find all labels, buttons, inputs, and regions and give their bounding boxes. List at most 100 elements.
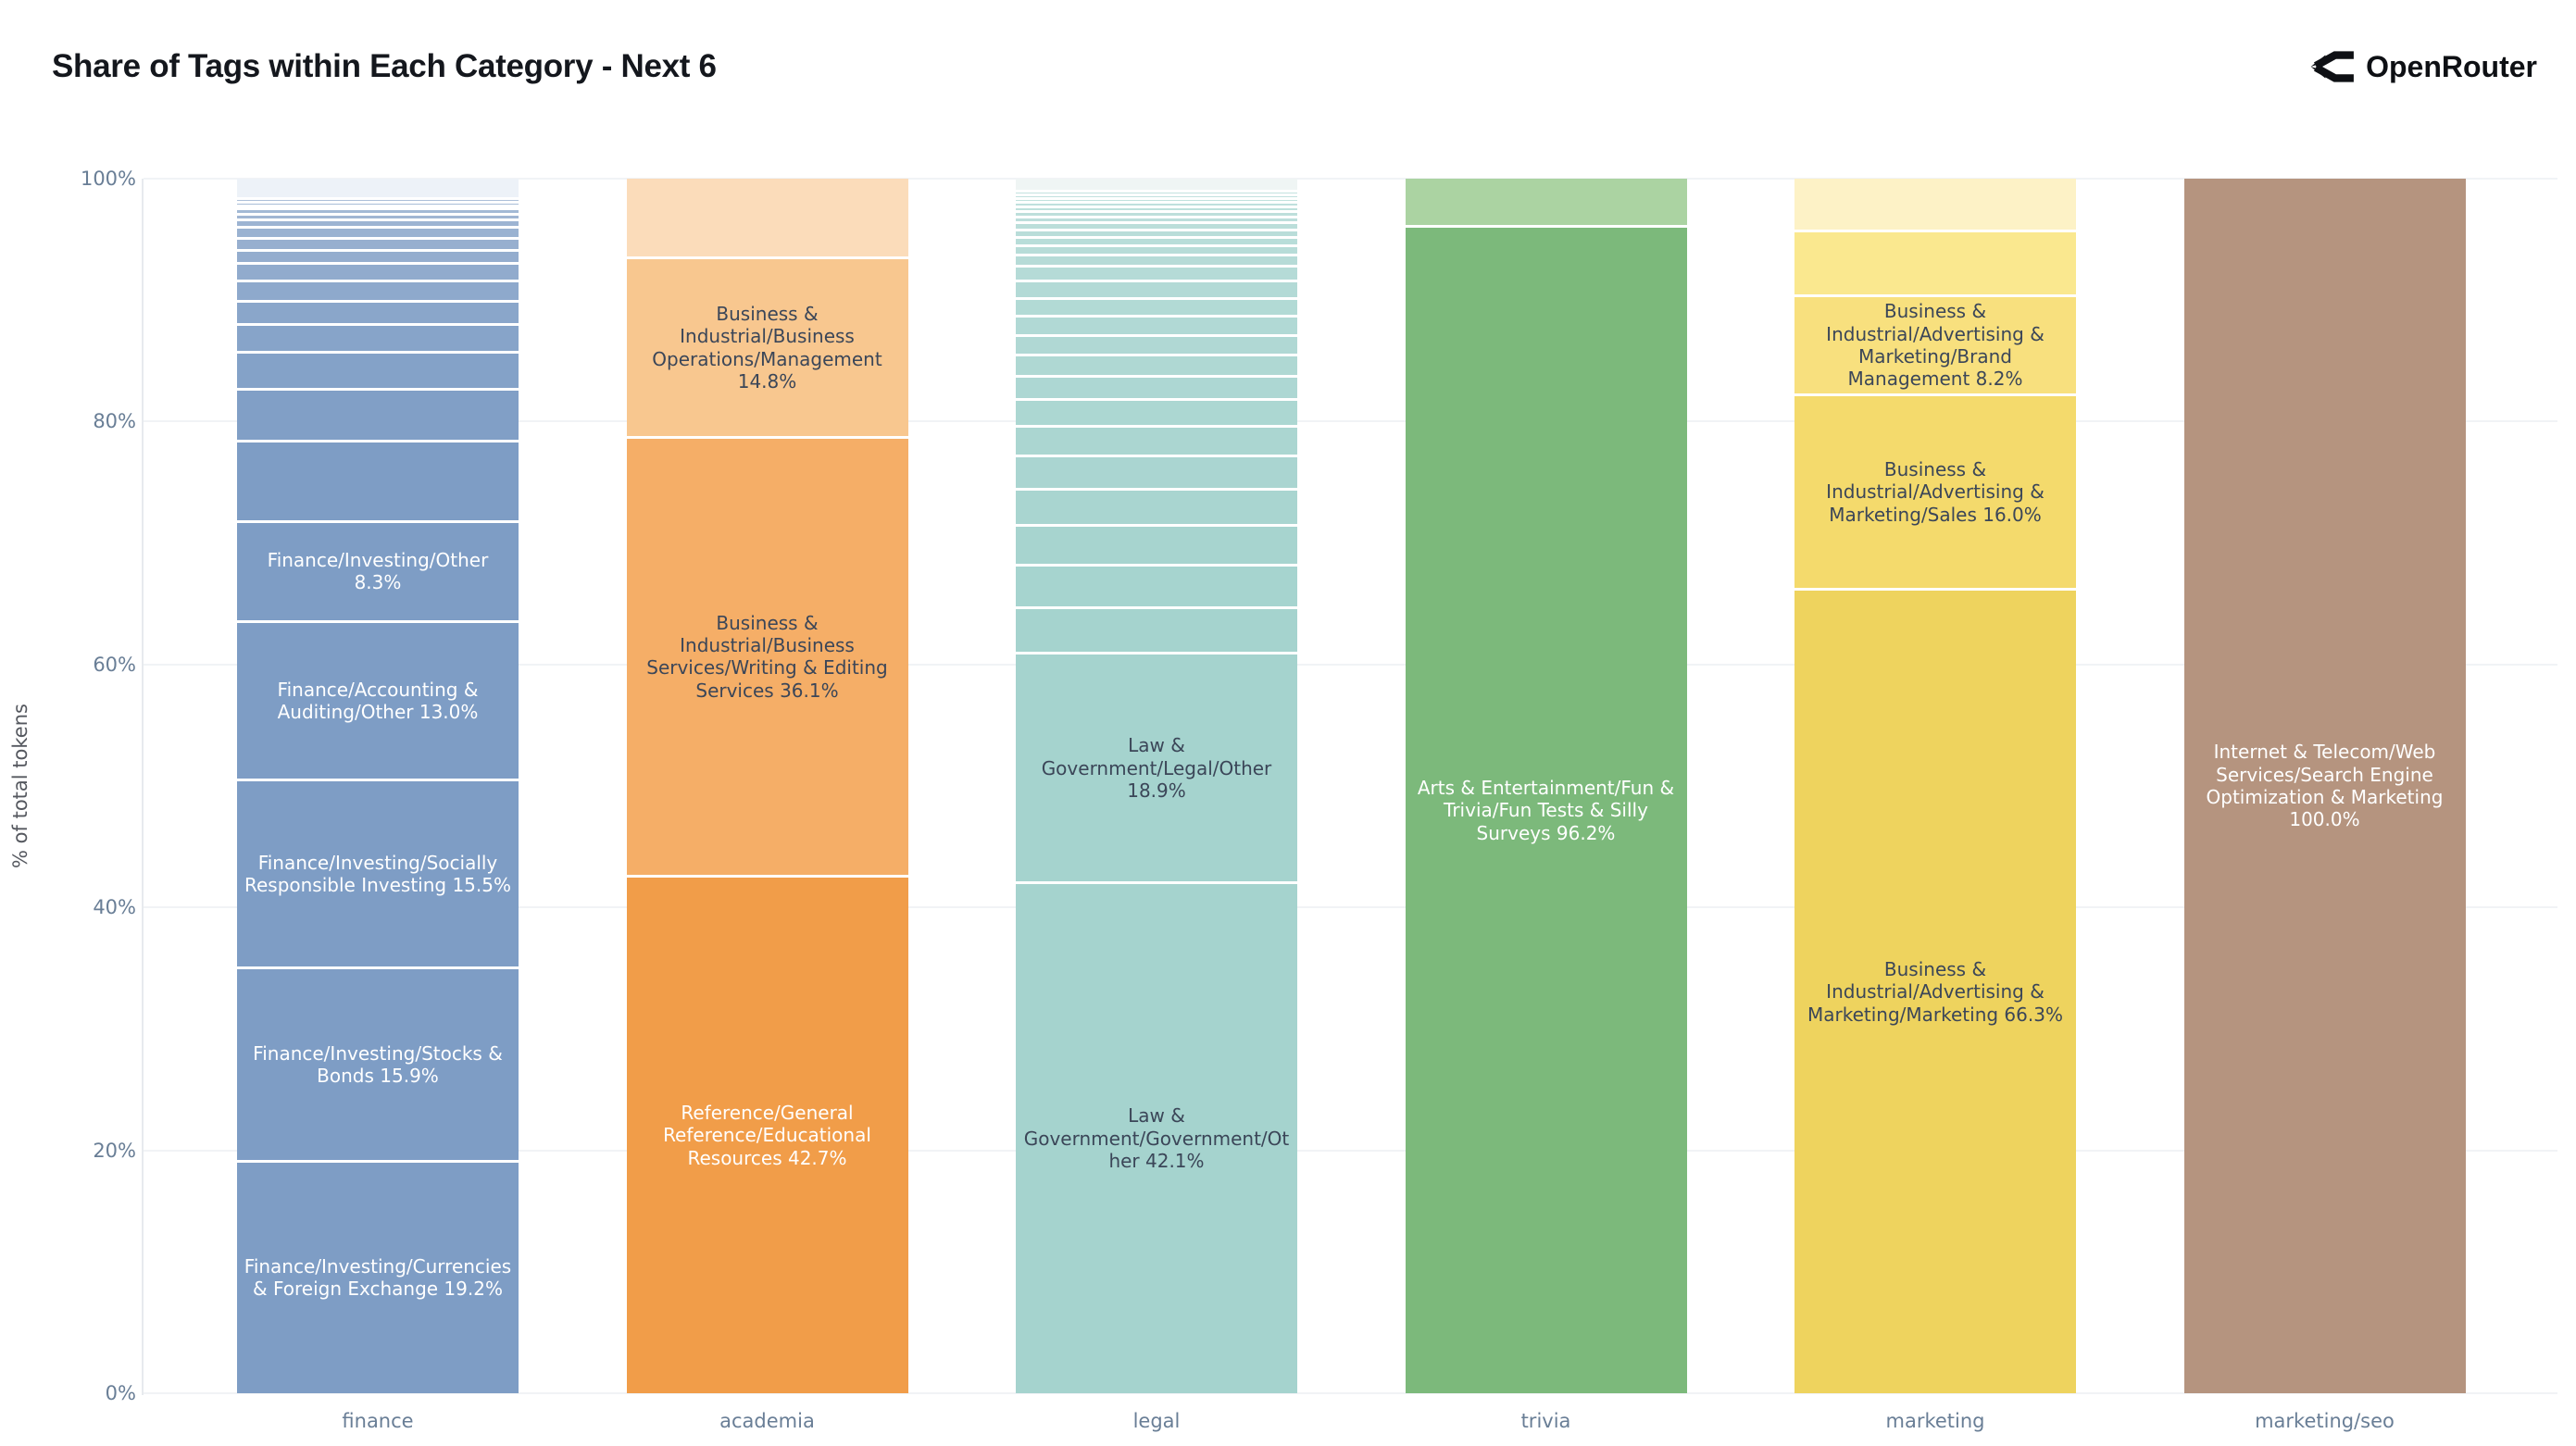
bar-marketing/seo: Internet & Telecom/Web Services/Search E… — [2183, 179, 2466, 1393]
bar-segment[interactable]: Business & Industrial/Advertising & Mark… — [1794, 293, 2076, 394]
segment-label: Internet & Telecom/Web Services/Search E… — [2206, 741, 2444, 831]
bar-segment[interactable] — [1794, 230, 2076, 294]
x-axis-label-marketing-seo: marketing/seo — [2255, 1410, 2395, 1432]
bar-segment[interactable] — [237, 226, 519, 237]
bar-segment[interactable] — [1016, 215, 1297, 222]
segment-label: Finance/Investing/Currencies & Foreign E… — [244, 1254, 512, 1301]
segment-label: Finance/Investing/Other 8.3% — [267, 549, 489, 594]
bar-segment[interactable] — [626, 179, 908, 256]
bar-segment[interactable] — [237, 322, 519, 352]
segment-label: Arts & Entertainment/Fun & Trivia/Fun Te… — [1417, 776, 1675, 844]
bar-segment[interactable]: Business & Industrial/Advertising & Mark… — [1794, 393, 2076, 589]
y-tick-label-40: 40% — [93, 896, 136, 919]
bar-academia: Business & Industrial/Business Operation… — [626, 179, 908, 1393]
segment-label: Business & Industrial/Business Services/… — [646, 611, 888, 702]
brand-name: OpenRouter — [2366, 49, 2537, 83]
bar-segment[interactable] — [1794, 179, 2076, 231]
bar-segment[interactable] — [1016, 353, 1297, 375]
bar-segment[interactable] — [1016, 228, 1297, 236]
bar-segment[interactable] — [237, 279, 519, 301]
gridline-60 — [144, 663, 2557, 666]
x-axis-label-legal: legal — [1132, 1410, 1181, 1432]
y-tick-label-60: 60% — [93, 653, 136, 676]
bar-segment[interactable]: Finance/Investing/Other 8.3% — [237, 519, 519, 621]
segment-label: Law & Government/Legal/Other 18.9% — [1041, 734, 1272, 803]
x-axis-label-trivia: trivia — [1520, 1410, 1571, 1432]
bar-segment[interactable] — [237, 218, 519, 227]
bar-segment[interactable]: Finance/Investing/Socially Responsible I… — [237, 778, 519, 967]
bar-segment[interactable]: Finance/Accounting & Auditing/Other 13.0… — [237, 620, 519, 779]
bar-segment[interactable] — [1016, 193, 1297, 197]
bar-segment[interactable] — [237, 248, 519, 263]
bar-finance: Finance/Investing/Other 8.3% Finance/Acco… — [237, 179, 519, 1393]
bar-segment[interactable]: Law & Government/Legal/Other 18.9% — [1016, 652, 1297, 882]
bar-segment[interactable] — [1016, 296, 1297, 316]
bar-segment[interactable] — [1016, 280, 1297, 297]
page-title: Share of Tags within Each Category - Nex… — [52, 48, 717, 84]
bar-segment[interactable]: Law & Government/Government/Other 42.1% — [1016, 881, 1297, 1393]
bar-segment[interactable] — [237, 387, 519, 440]
bar-segment[interactable] — [1016, 196, 1297, 202]
bar-segment[interactable] — [1016, 455, 1297, 488]
bar-segment[interactable] — [1016, 563, 1297, 606]
bar-segment[interactable] — [1016, 243, 1297, 255]
gridline-0 — [144, 1392, 2557, 1394]
bar-segment[interactable] — [1016, 179, 1297, 190]
bar-segment[interactable] — [1016, 201, 1297, 206]
bar-segment[interactable]: Finance/Investing/Currencies & Foreign E… — [237, 1159, 519, 1393]
bar-segment[interactable] — [237, 300, 519, 323]
bar-segment[interactable] — [1016, 374, 1297, 399]
bar-segment[interactable] — [1016, 425, 1297, 455]
y-tick-label-100: 100% — [80, 168, 136, 190]
bar-segment[interactable] — [237, 212, 519, 219]
y-axis-title: % of total tokens — [9, 704, 31, 868]
bar-segment[interactable] — [1016, 315, 1297, 334]
segment-label: Business & Industrial/Advertising & Mark… — [1807, 957, 2063, 1026]
bar-segment[interactable] — [1016, 524, 1297, 564]
gridline-20 — [144, 1149, 2557, 1152]
bar-segment[interactable]: Business & Industrial/Advertising & Mark… — [1794, 588, 2076, 1393]
bar-segment[interactable] — [1016, 605, 1297, 653]
bar-segment[interactable] — [1016, 264, 1297, 280]
bar-segment[interactable] — [237, 207, 519, 213]
x-axis-label-marketing: marketing — [1885, 1410, 1985, 1432]
segment-label: Finance/Accounting & Auditing/Other 13.0… — [277, 678, 479, 724]
bar-segment[interactable] — [1016, 221, 1297, 229]
segment-label: Business & Industrial/Advertising & Mark… — [1826, 300, 2045, 391]
bar-segment[interactable] — [1016, 205, 1297, 211]
bar-segment[interactable]: Business & Industrial/Business Operation… — [626, 256, 908, 437]
openrouter-logo-icon — [2310, 46, 2355, 87]
bar-segment[interactable]: Arts & Entertainment/Fun & Trivia/Fun Te… — [1405, 224, 1687, 1393]
bar-segment[interactable] — [1016, 210, 1297, 216]
bar-marketing: Business & Industrial/Advertising & Mark… — [1794, 179, 2076, 1393]
bar-segment[interactable] — [1016, 254, 1297, 265]
segment-label: Finance/Investing/Socially Responsible I… — [244, 851, 511, 897]
y-tick-label-20: 20% — [93, 1139, 136, 1162]
bar-segment[interactable]: Internet & Telecom/Web Services/Search E… — [2183, 179, 2466, 1393]
bar-segment[interactable] — [1016, 189, 1297, 193]
bar-segment[interactable] — [237, 200, 519, 205]
bar-segment[interactable] — [237, 236, 519, 249]
bar-segment[interactable]: Reference/General Reference/Educational … — [626, 874, 908, 1393]
gridline-100 — [144, 178, 2557, 180]
bar-segment[interactable] — [237, 196, 519, 201]
segment-label: Business & Industrial/Business Operation… — [652, 302, 882, 393]
bar-segment[interactable] — [1016, 235, 1297, 244]
plot-area: 0% 20% 40% 60% 80% 100% Finance/Investing/Othe… — [81, 168, 2557, 1432]
bar-segment[interactable] — [237, 351, 519, 388]
bar-segment[interactable] — [237, 262, 519, 280]
y-axis-line — [142, 179, 144, 1395]
bar-segment[interactable]: Business & Industrial/Business Services/… — [626, 436, 908, 875]
bar-segment[interactable]: Finance/Investing/Stocks & Bonds 15.9% — [237, 966, 519, 1160]
bar-segment[interactable] — [1016, 333, 1297, 354]
bar-segment[interactable] — [237, 204, 519, 208]
bar-segment[interactable] — [1405, 179, 1687, 225]
y-tick-label-0: 0% — [105, 1382, 136, 1404]
bar-segment[interactable] — [237, 179, 519, 197]
bar-segment[interactable] — [237, 439, 519, 520]
segment-label: Finance/Investing/Stocks & Bonds 15.9% — [253, 1041, 503, 1088]
bar-segment[interactable] — [1016, 398, 1297, 426]
x-axis-label-academia: academia — [719, 1410, 815, 1432]
openrouter-brand: OpenRouter — [2310, 46, 2537, 87]
bar-segment[interactable] — [1016, 487, 1297, 525]
